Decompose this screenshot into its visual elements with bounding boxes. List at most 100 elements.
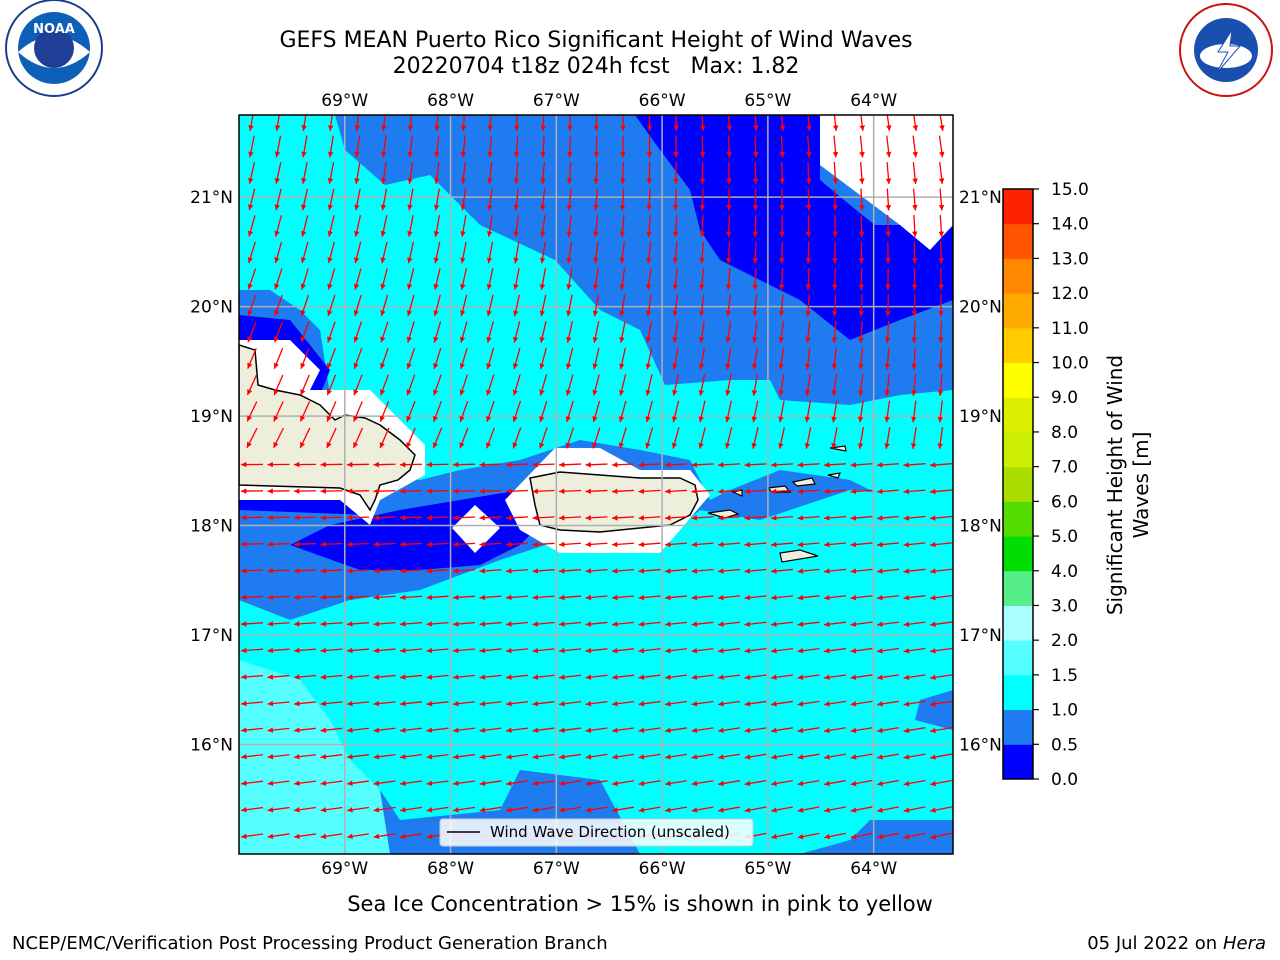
- wind-wave-arrow: [585, 594, 608, 601]
- wind-wave-arrow: [558, 621, 582, 627]
- lon-tick-label-bottom: 64°W: [850, 859, 897, 879]
- wind-wave-arrow: [751, 374, 759, 396]
- wind-wave-arrow: [664, 541, 688, 548]
- wind-wave-arrow: [452, 621, 476, 627]
- wind-wave-arrow: [672, 374, 679, 396]
- wind-wave-arrow: [479, 806, 502, 813]
- wind-wave-arrow: [274, 135, 282, 158]
- wind-wave-arrow: [778, 400, 785, 423]
- wind-wave-arrow: [885, 267, 891, 291]
- wind-wave-arrow: [884, 373, 891, 397]
- colorbar-block: [1003, 223, 1033, 259]
- wind-wave-arrow: [824, 806, 846, 813]
- wind-wave-arrow: [903, 779, 926, 787]
- wind-wave-arrow: [539, 374, 548, 396]
- wind-wave-arrow: [805, 214, 812, 238]
- wind-wave-arrow: [293, 753, 317, 760]
- wind-wave-arrow: [876, 515, 900, 521]
- wind-wave-arrow: [665, 727, 687, 733]
- wind-wave-arrow: [301, 188, 309, 211]
- wind-wave-arrow: [326, 427, 337, 449]
- wind-wave-arrow: [505, 515, 529, 521]
- wind-wave-arrow: [718, 753, 740, 760]
- wind-wave-arrow: [240, 621, 264, 627]
- wind-wave-arrow: [539, 400, 548, 423]
- wind-wave-arrow: [426, 727, 449, 733]
- wind-wave-arrow: [433, 241, 441, 264]
- wind-wave-arrow: [718, 727, 740, 734]
- wind-wave-arrow: [770, 515, 794, 521]
- wind-wave-arrow: [505, 568, 529, 574]
- wind-wave-arrow: [619, 321, 626, 343]
- wind-wave-arrow: [831, 374, 838, 396]
- wind-wave-arrow: [479, 753, 502, 760]
- wind-wave-arrow: [479, 674, 502, 680]
- footer-host: Hera: [1222, 933, 1266, 954]
- wind-wave-arrow: [611, 515, 635, 521]
- wind-wave-arrow: [911, 347, 917, 370]
- lon-tick-label-top: 67°W: [533, 91, 580, 111]
- wind-wave-arrow: [673, 135, 679, 158]
- colorbar-block: [1003, 466, 1033, 502]
- wind-wave-arrow: [327, 321, 336, 343]
- wind-wave-arrow: [911, 267, 918, 291]
- wind-wave-arrow: [744, 462, 767, 468]
- wind-wave-arrow: [426, 621, 449, 627]
- wind-wave-arrow: [877, 806, 899, 813]
- wind-wave-arrow: [273, 321, 283, 343]
- wind-wave-arrow: [858, 241, 865, 264]
- wind-wave-arrow: [858, 214, 865, 238]
- wind-wave-arrow: [585, 621, 608, 627]
- wind-wave-arrow: [912, 214, 918, 238]
- colorbar-tick-label: 0.5: [1051, 735, 1078, 755]
- wind-wave-arrow: [698, 374, 706, 396]
- wind-wave-arrow: [354, 215, 362, 237]
- wind-wave-arrow: [566, 294, 573, 317]
- wind-wave-arrow: [691, 674, 714, 680]
- wind-wave-arrow: [645, 427, 654, 449]
- wind-wave-arrow: [858, 320, 864, 344]
- wind-wave-arrow: [885, 214, 891, 238]
- wind-wave-arrow: [247, 348, 257, 369]
- wind-wave-arrow: [380, 241, 388, 264]
- wind-wave-arrow: [267, 647, 290, 654]
- wind-wave-arrow: [930, 806, 952, 813]
- colorbar-block: [1003, 501, 1033, 537]
- wind-wave-arrow: [645, 347, 653, 370]
- wind-wave-arrow: [241, 833, 263, 839]
- wind-wave-arrow: [804, 400, 812, 423]
- colorbar-block: [1003, 431, 1033, 468]
- wind-wave-arrow: [672, 267, 679, 291]
- colorbar-tick-label: 14.0: [1051, 215, 1089, 235]
- wind-wave-arrow: [638, 753, 661, 760]
- colorbar-block: [1003, 674, 1033, 711]
- wind-wave-arrow: [558, 674, 582, 680]
- wind-wave-arrow: [426, 753, 449, 760]
- colorbar-tick-label: 13.0: [1051, 249, 1089, 269]
- wind-wave-arrow: [453, 806, 475, 813]
- wind-wave-arrow: [930, 779, 952, 787]
- wind-wave-arrow: [664, 647, 688, 654]
- wind-wave-arrow: [505, 621, 529, 627]
- wind-wave-arrow: [506, 753, 528, 760]
- wind-wave-arrow: [903, 568, 926, 574]
- wind-wave-arrow: [664, 488, 688, 495]
- wind-wave-arrow: [452, 568, 476, 574]
- lon-tick-label-top: 66°W: [639, 91, 686, 111]
- wind-wave-arrow: [354, 115, 361, 131]
- wind-wave-arrow: [486, 268, 494, 290]
- wind-wave-arrow: [426, 461, 449, 468]
- lon-tick-label-bottom: 68°W: [427, 859, 474, 879]
- wind-wave-arrow: [770, 568, 794, 574]
- wind-wave-arrow: [347, 833, 369, 840]
- wind-wave-arrow: [267, 488, 290, 494]
- colorbar-block: [1003, 258, 1033, 294]
- wind-wave-arrow: [400, 806, 422, 813]
- wind-wave-arrow: [717, 515, 741, 521]
- wind-wave-arrow: [506, 780, 528, 787]
- wind-wave-arrow: [797, 488, 820, 495]
- wind-wave-arrow: [638, 568, 661, 574]
- wind-wave-arrow: [532, 806, 555, 813]
- wind-wave-arrow: [353, 374, 363, 396]
- wind-wave-arrow: [559, 727, 581, 733]
